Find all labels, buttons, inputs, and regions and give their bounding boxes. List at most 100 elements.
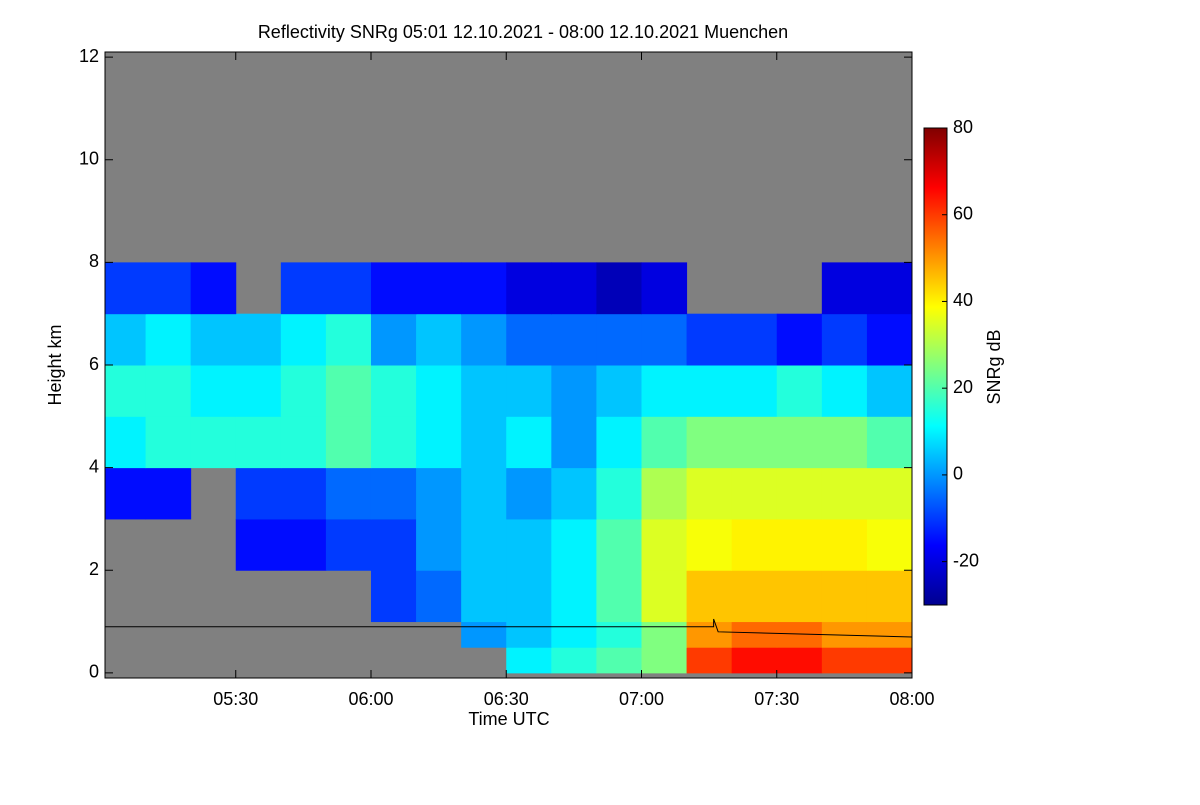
heatmap-cell <box>551 416 597 469</box>
heatmap-cell <box>461 365 507 417</box>
heatmap-cell <box>731 570 778 623</box>
colorbar-tick-label: 0 <box>953 464 963 484</box>
heatmap-cell <box>596 570 642 623</box>
heatmap-cell <box>776 467 823 520</box>
heatmap-cell <box>145 416 192 469</box>
heatmap-cell <box>235 518 282 571</box>
heatmap-cell <box>280 365 327 417</box>
heatmap-cell <box>235 313 282 366</box>
heatmap-cell <box>145 313 192 366</box>
heatmap-cell <box>776 416 823 469</box>
colorbar-tick-label: -20 <box>953 550 979 570</box>
heatmap-cell <box>641 647 688 674</box>
heatmap-cell <box>776 313 823 366</box>
y-tick-label: 10 <box>79 149 99 169</box>
heatmap-cell <box>551 262 597 315</box>
heatmap-cell <box>506 647 552 674</box>
heatmap-cell <box>416 313 462 366</box>
heatmap-cell <box>686 365 733 417</box>
heatmap-cell <box>866 518 912 571</box>
heatmap-cell <box>325 416 372 469</box>
heatmap-cell <box>461 570 507 623</box>
y-tick-label: 12 <box>79 46 99 66</box>
heatmap-cell <box>821 647 868 674</box>
heatmap-cell <box>596 365 642 417</box>
x-tick-label: 08:00 <box>889 689 934 709</box>
heatmap-cell <box>105 416 147 469</box>
heatmap-cell <box>551 313 597 366</box>
heatmap-cell <box>731 313 778 366</box>
heatmap-cell <box>370 365 417 417</box>
x-tick-label: 05:30 <box>213 689 258 709</box>
heatmap-cell <box>325 467 372 520</box>
heatmap-cell <box>596 262 642 315</box>
heatmap-cell <box>370 416 417 469</box>
heatmap-cell <box>506 570 552 623</box>
colorbar-tick-label: 40 <box>953 290 973 310</box>
heatmap-cell <box>821 518 868 571</box>
heatmap-cell <box>280 518 327 571</box>
heatmap-cell <box>370 262 417 315</box>
heatmap-cell <box>551 647 597 674</box>
y-tick-label: 2 <box>89 559 99 579</box>
heatmap-cell <box>686 570 733 623</box>
heatmap-cell <box>461 416 507 469</box>
heatmap-cell <box>280 416 327 469</box>
heatmap-cell <box>776 518 823 571</box>
y-axis-label: Height km <box>45 324 65 405</box>
heatmap-cell <box>641 467 688 520</box>
colorbar <box>923 127 948 606</box>
y-tick-label: 4 <box>89 456 99 476</box>
y-tick-label: 6 <box>89 354 99 374</box>
colorbar-tick-label: 80 <box>953 117 973 137</box>
heatmap-cell <box>641 365 688 417</box>
heatmap-cell <box>686 313 733 366</box>
heatmap-cell <box>821 313 868 366</box>
heatmap-cell <box>596 621 642 648</box>
heatmap-cell <box>506 365 552 417</box>
heatmap-cell <box>551 570 597 623</box>
x-tick-label: 06:00 <box>348 689 393 709</box>
heatmap-cell <box>866 365 912 417</box>
heatmap-cell <box>105 365 147 417</box>
heatmap-cell <box>145 467 192 520</box>
heatmap-cell <box>596 313 642 366</box>
heatmap-cell <box>416 365 462 417</box>
heatmap-cell <box>641 262 688 315</box>
heatmap-cell <box>145 365 192 417</box>
heatmap-cell <box>105 262 147 315</box>
heatmap-cell <box>596 518 642 571</box>
heatmap-cell <box>551 621 597 648</box>
heatmap-cell <box>416 467 462 520</box>
heatmap-cell <box>821 416 868 469</box>
heatmap-cell <box>370 570 417 623</box>
heatmap-cell <box>686 647 733 674</box>
heatmap-cell <box>641 416 688 469</box>
heatmap-cell <box>551 467 597 520</box>
heatmap-cell <box>461 518 507 571</box>
heatmap-cell <box>416 518 462 571</box>
heatmap-cell <box>235 467 282 520</box>
heatmap-cell <box>641 313 688 366</box>
heatmap-cell <box>325 262 372 315</box>
heatmap-cell <box>370 467 417 520</box>
heatmap-cell <box>105 313 147 366</box>
heatmap-cell <box>551 518 597 571</box>
heatmap-cell <box>235 365 282 417</box>
heatmap-cell <box>821 365 868 417</box>
heatmap-cell <box>461 467 507 520</box>
heatmap-cell <box>325 365 372 417</box>
heatmap-cell <box>866 621 912 648</box>
heatmap-cell <box>235 416 282 469</box>
heatmap-cell <box>821 570 868 623</box>
heatmap-cell <box>461 262 507 315</box>
x-axis-label: Time UTC <box>468 709 549 729</box>
heatmap-cell <box>641 518 688 571</box>
heatmap-cell <box>190 262 237 315</box>
heatmap-cell <box>506 262 552 315</box>
heatmap-cell <box>190 365 237 417</box>
heatmap-cell <box>551 365 597 417</box>
y-tick-label: 8 <box>89 251 99 271</box>
heatmap-cell <box>821 467 868 520</box>
heatmap-cell <box>731 647 778 674</box>
